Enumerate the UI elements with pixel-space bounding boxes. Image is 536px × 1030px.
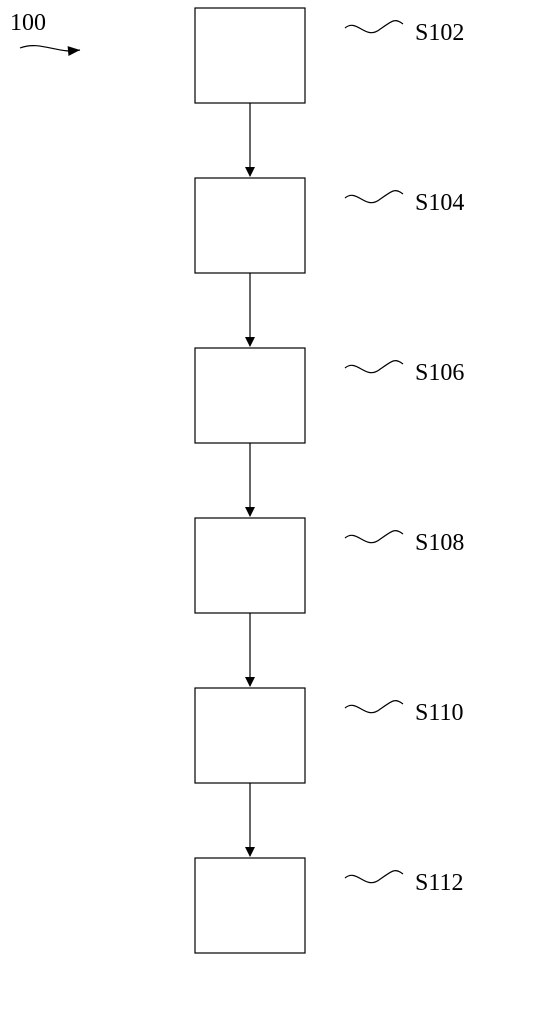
step-box-s102 [195,8,305,103]
step-label-s108: S108 [415,530,464,556]
flowchart-canvas: 100 S102 S104 S106 S108 S110 S112 [0,0,536,1030]
leader-s102 [345,21,403,33]
step-label-s110: S110 [415,700,463,726]
step-box-s106 [195,348,305,443]
leader-s106 [345,361,403,373]
step-box-s108 [195,518,305,613]
figure-number: 100 [10,10,46,36]
step-box-s112 [195,858,305,953]
step-label-s102: S102 [415,20,464,46]
leader-s112 [345,871,403,883]
figure-pointer-arrowhead [68,45,81,56]
step-label-s104: S104 [415,190,464,216]
step-label-s106: S106 [415,360,464,386]
leader-s110 [345,701,403,713]
step-box-s104 [195,178,305,273]
step-box-s110 [195,688,305,783]
leader-s104 [345,191,403,203]
leader-s108 [345,531,403,543]
step-label-s112: S112 [415,870,463,896]
